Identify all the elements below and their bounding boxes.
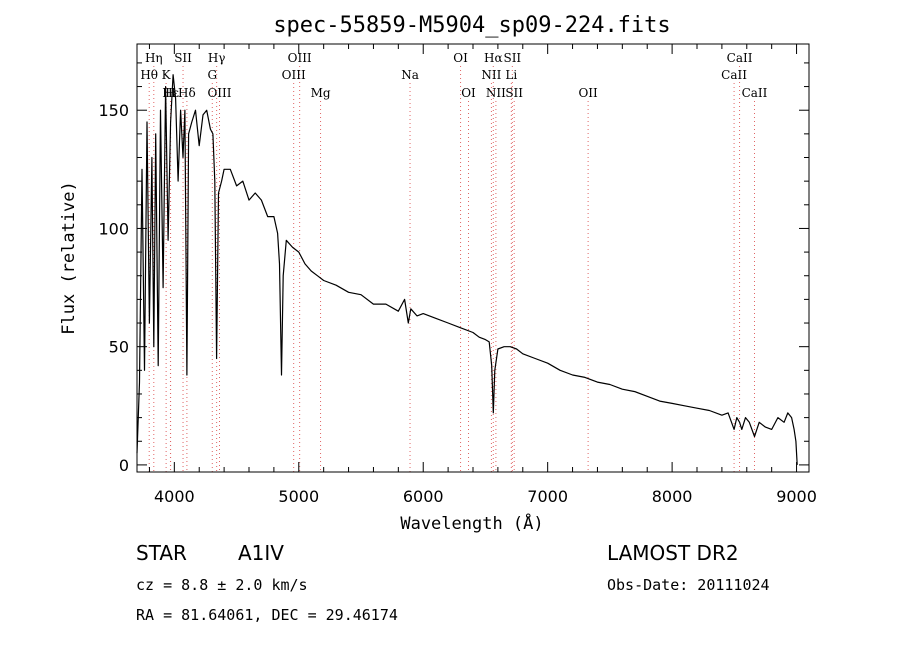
line-label-19: Li bbox=[505, 68, 517, 82]
line-label-8: G bbox=[207, 68, 217, 82]
y-tick-label: 150 bbox=[98, 101, 129, 120]
line-label-12: Mg bbox=[311, 86, 331, 100]
line-label-15: OI bbox=[461, 86, 476, 100]
object-class: STAR bbox=[136, 541, 187, 565]
line-label-21: SII bbox=[505, 86, 523, 100]
line-label-10: OIII bbox=[288, 51, 312, 65]
line-label-18: NII bbox=[481, 68, 501, 82]
line-label-25: CaII bbox=[742, 86, 768, 100]
x-tick-label: 4000 bbox=[154, 487, 195, 506]
observation-date: Obs-Date: 20111024 bbox=[607, 576, 770, 594]
x-tick-label: 8000 bbox=[652, 487, 693, 506]
y-tick-label: 100 bbox=[98, 219, 129, 238]
line-label-16: Hα bbox=[484, 51, 503, 65]
x-tick-label: 9000 bbox=[776, 487, 817, 506]
line-label-4: H bbox=[165, 86, 175, 100]
axis-ticks: 4000 5000 6000 7000 8000 9000 0 50 100 150 bbox=[98, 44, 817, 506]
y-tick-label: 50 bbox=[109, 338, 129, 357]
line-label-6: Hδ bbox=[178, 86, 196, 100]
x-axis-label: Wavelength (Å) bbox=[400, 512, 543, 534]
line-label-22: OII bbox=[578, 86, 598, 100]
x-tick-label: 7000 bbox=[527, 487, 568, 506]
line-label-3: K bbox=[162, 68, 172, 82]
line-label-9: OIII bbox=[207, 86, 231, 100]
line-label-11: OIII bbox=[282, 68, 306, 82]
redshift-velocity: cz = 8.8 ± 2.0 km/s bbox=[136, 576, 308, 594]
x-tick-label: 6000 bbox=[403, 487, 444, 506]
coordinates: RA = 81.64061, DEC = 29.46174 bbox=[136, 606, 398, 624]
object-subclass: A1IV bbox=[238, 541, 284, 565]
line-label-17: SII bbox=[503, 51, 521, 65]
line-label-20: NII bbox=[486, 86, 506, 100]
line-label-23: CaII bbox=[727, 51, 753, 65]
plot-frame bbox=[136, 43, 810, 473]
spectrum-series bbox=[136, 74, 798, 465]
line-label-0: Hη bbox=[145, 51, 163, 65]
line-label-14: OI bbox=[453, 51, 468, 65]
y-axis-label: Flux (relative) bbox=[59, 181, 79, 335]
line-label-13: Na bbox=[401, 68, 419, 82]
line-label-7: Hγ bbox=[208, 51, 226, 65]
chart-title: spec-55859-M5904_sp09-224.fits bbox=[273, 13, 670, 38]
y-tick-label: 0 bbox=[119, 456, 129, 475]
x-tick-label: 5000 bbox=[278, 487, 319, 506]
line-label-5: SII bbox=[174, 51, 192, 65]
line-label-24: CaII bbox=[721, 68, 747, 82]
spectrum-line-0 bbox=[136, 74, 798, 465]
line-label-1: Hθ bbox=[140, 68, 158, 82]
survey-name: LAMOST DR2 bbox=[607, 541, 739, 565]
